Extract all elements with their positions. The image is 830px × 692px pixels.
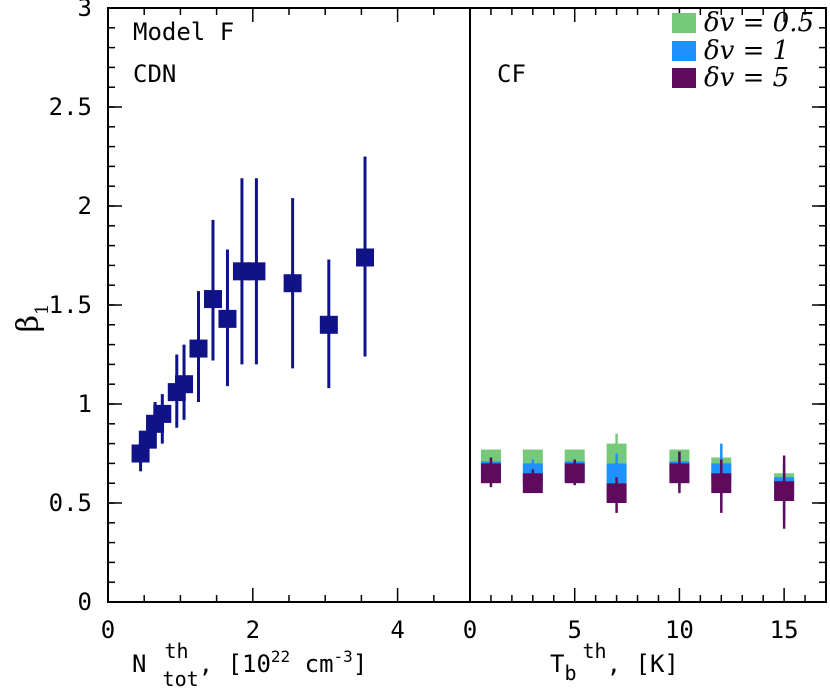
legend: δv = 0.5 δv = 1 δv = 5 xyxy=(672,8,814,93)
data-box-2 xyxy=(564,463,585,484)
x-label-right-unit: , [K] xyxy=(607,650,679,678)
y-axis-label: β1 xyxy=(11,304,53,333)
x-axis-label-right: Tbth, [K] xyxy=(550,639,679,685)
x-label-left-sub: tot xyxy=(163,667,199,691)
x-tick-label-left: 4 xyxy=(390,616,404,644)
x-label-left-main: N xyxy=(132,650,146,678)
x-label-left-unit-end: ] xyxy=(353,650,367,678)
data-box-1 xyxy=(606,463,627,484)
x-tick-label-left: 0 xyxy=(101,616,115,644)
x-tick-label-left: 2 xyxy=(246,616,260,644)
y-tick-label: 3 xyxy=(78,0,92,22)
data-box-2 xyxy=(774,481,795,502)
data-point xyxy=(203,290,222,309)
x-label-right-sup: th xyxy=(583,639,607,663)
x-label-left-unit-start: , [10 xyxy=(199,650,271,678)
legend-label-dv-5: δv = 5 xyxy=(704,63,789,93)
x-label-left-sup: th xyxy=(164,639,188,663)
x-label-left-unit-mid: cm xyxy=(290,650,333,678)
data-box-2 xyxy=(606,483,627,503)
legend-label-dv-0-5: δv = 0.5 xyxy=(704,8,814,38)
data-point xyxy=(131,444,150,463)
axis-ticks xyxy=(107,7,827,603)
y-label-subscript: 1 xyxy=(32,304,53,315)
left-panel-data xyxy=(131,156,375,472)
x-tick-label-right: 0 xyxy=(463,616,477,644)
data-point xyxy=(138,430,157,449)
legend-label-dv-1: δv = 1 xyxy=(704,36,789,66)
annotation-cdn: CDN xyxy=(133,60,176,88)
annotation-model: Model F xyxy=(133,18,234,46)
data-point xyxy=(218,309,237,328)
data-box-2 xyxy=(480,463,501,484)
legend-swatch-dv-1 xyxy=(672,41,696,61)
y-tick-label: 1.5 xyxy=(49,291,92,319)
data-point xyxy=(153,404,172,423)
y-tick-label: 2.5 xyxy=(49,93,92,121)
y-tick-label: 0.5 xyxy=(49,489,92,517)
data-point xyxy=(175,375,194,394)
right-panel-data xyxy=(480,433,795,529)
data-box-2 xyxy=(711,473,732,494)
data-box-2 xyxy=(522,473,543,494)
data-point xyxy=(283,274,302,293)
x-tick-label-right: 15 xyxy=(770,616,799,644)
annotation-cf: CF xyxy=(497,60,526,88)
data-point xyxy=(319,315,338,334)
tick-labels: 0 0.5 1 1.5 2 2.5 3 0 2 4 0 5 10 15 xyxy=(49,0,799,644)
y-label-symbol: β xyxy=(11,315,46,332)
data-point xyxy=(247,262,266,281)
legend-swatch-dv-0-5 xyxy=(672,13,696,33)
x-label-right-sub: b xyxy=(564,661,576,685)
legend-swatch-dv-5 xyxy=(672,68,696,88)
y-tick-label: 2 xyxy=(78,192,92,220)
x-tick-label-right: 10 xyxy=(665,616,694,644)
y-tick-label: 0 xyxy=(78,588,92,616)
x-label-right-main: T xyxy=(550,650,564,678)
data-point xyxy=(356,248,375,267)
x-tick-label-right: 5 xyxy=(567,616,581,644)
x-label-left-unit-exp: 22 xyxy=(271,647,290,666)
data-box-2 xyxy=(669,463,690,484)
svg-text:β1: β1 xyxy=(11,304,53,333)
y-tick-label: 1 xyxy=(78,390,92,418)
data-point xyxy=(189,339,208,358)
x-label-left-unit-exp2: -3 xyxy=(334,647,353,666)
data-point xyxy=(232,262,251,281)
